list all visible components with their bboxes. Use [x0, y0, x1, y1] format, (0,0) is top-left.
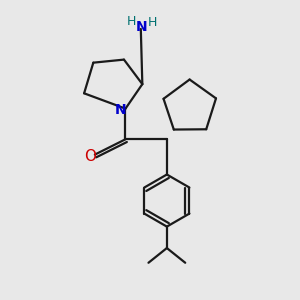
- Text: H: H: [148, 16, 157, 29]
- Text: O: O: [84, 148, 96, 164]
- Text: N: N: [136, 20, 147, 34]
- Text: N: N: [115, 103, 127, 117]
- Text: H: H: [127, 15, 136, 28]
